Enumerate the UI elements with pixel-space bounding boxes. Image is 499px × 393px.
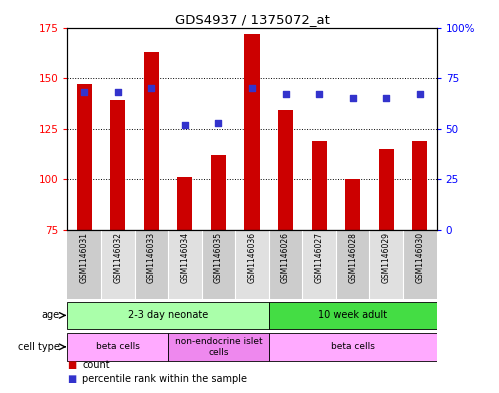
- Text: GSM1146032: GSM1146032: [113, 232, 122, 283]
- Bar: [235, 230, 269, 299]
- Text: 2-3 day neonate: 2-3 day neonate: [128, 310, 208, 320]
- Text: cell type: cell type: [18, 342, 60, 352]
- Bar: [144, 52, 159, 230]
- Point: [416, 91, 424, 97]
- Text: age: age: [42, 310, 60, 320]
- Bar: [168, 230, 202, 299]
- Text: GSM1146035: GSM1146035: [214, 232, 223, 283]
- Bar: [101, 230, 135, 299]
- Text: GSM1146028: GSM1146028: [348, 232, 357, 283]
- Bar: [403, 230, 437, 299]
- Point: [315, 91, 323, 97]
- Text: percentile rank within the sample: percentile rank within the sample: [82, 374, 248, 384]
- Title: GDS4937 / 1375072_at: GDS4937 / 1375072_at: [175, 13, 329, 26]
- Bar: [269, 230, 302, 299]
- Bar: [77, 84, 92, 230]
- Point: [248, 85, 256, 91]
- Bar: [177, 177, 193, 230]
- Bar: [345, 179, 360, 230]
- Point: [215, 119, 223, 126]
- Text: 10 week adult: 10 week adult: [318, 310, 387, 320]
- Text: ■: ■: [67, 374, 77, 384]
- Text: GSM1146036: GSM1146036: [248, 232, 256, 283]
- Bar: [202, 230, 235, 299]
- Bar: [412, 141, 427, 230]
- Point: [147, 85, 155, 91]
- Bar: [67, 230, 101, 299]
- Text: beta cells: beta cells: [96, 342, 140, 351]
- Point: [281, 91, 289, 97]
- Point: [114, 89, 122, 95]
- Bar: [379, 149, 394, 230]
- Text: GSM1146033: GSM1146033: [147, 232, 156, 283]
- Text: GSM1146026: GSM1146026: [281, 232, 290, 283]
- Bar: [269, 302, 437, 329]
- Bar: [110, 100, 125, 230]
- Bar: [168, 332, 269, 361]
- Bar: [67, 302, 269, 329]
- Text: beta cells: beta cells: [331, 342, 375, 351]
- Text: GSM1146027: GSM1146027: [315, 232, 324, 283]
- Bar: [269, 332, 437, 361]
- Point: [382, 95, 390, 101]
- Bar: [245, 33, 259, 230]
- Bar: [211, 155, 226, 230]
- Bar: [135, 230, 168, 299]
- Text: ■: ■: [67, 360, 77, 371]
- Text: GSM1146034: GSM1146034: [180, 232, 189, 283]
- Text: non-endocrine islet
cells: non-endocrine islet cells: [175, 337, 262, 356]
- Point: [181, 121, 189, 128]
- Point: [349, 95, 357, 101]
- Bar: [336, 230, 369, 299]
- Bar: [369, 230, 403, 299]
- Text: GSM1146030: GSM1146030: [415, 232, 424, 283]
- Text: GSM1146029: GSM1146029: [382, 232, 391, 283]
- Text: count: count: [82, 360, 110, 371]
- Point: [80, 89, 88, 95]
- Bar: [67, 332, 168, 361]
- Bar: [311, 141, 327, 230]
- Bar: [278, 110, 293, 230]
- Text: GSM1146031: GSM1146031: [80, 232, 89, 283]
- Bar: [302, 230, 336, 299]
